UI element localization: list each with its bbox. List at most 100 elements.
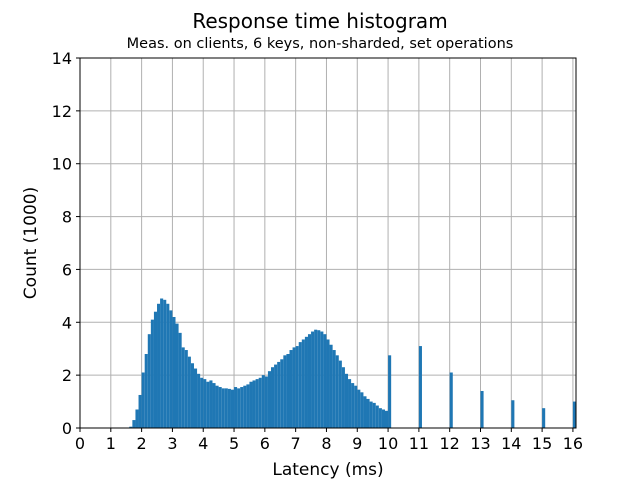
histogram-bar (542, 408, 546, 428)
y-tick-label: 6 (62, 260, 72, 279)
histogram-bar (317, 330, 321, 428)
histogram-bar (193, 368, 198, 428)
x-tick-label: 4 (198, 434, 208, 453)
histogram-bar (280, 359, 284, 428)
x-tick-label: 9 (352, 434, 362, 453)
histogram-bar (132, 420, 136, 428)
histogram-bar (274, 364, 278, 428)
histogram-bar (234, 387, 238, 428)
histogram-bar (511, 400, 515, 428)
histogram-bar (243, 385, 247, 428)
histogram-bar (160, 298, 164, 428)
histogram-bar (314, 329, 318, 428)
histogram-bar (237, 388, 241, 428)
x-tick-label: 0 (75, 434, 85, 453)
histogram-bar (206, 381, 210, 428)
chart-subtitle: Meas. on clients, 6 keys, non-sharded, s… (127, 36, 514, 52)
x-tick-label: 8 (321, 434, 331, 453)
x-tick-label: 1 (106, 434, 116, 453)
histogram-bar (150, 319, 154, 428)
histogram-bar (298, 342, 302, 428)
histogram-bar (329, 344, 333, 428)
histogram-bar (200, 377, 204, 428)
histogram-bar (292, 347, 296, 428)
x-tick-label: 14 (501, 434, 521, 453)
x-tick-label: 2 (137, 434, 147, 453)
histogram-bar (277, 361, 281, 428)
plot-frame (79, 57, 577, 429)
histogram-bar (351, 383, 355, 428)
histogram-bar (212, 383, 216, 428)
histogram-bar (338, 360, 342, 428)
histogram-bar (295, 346, 299, 428)
chart-title: Response time histogram (192, 9, 447, 33)
histogram-bar (320, 331, 324, 428)
histogram-bar (215, 385, 219, 428)
y-axis-ticks: 0 2 4 6 8 10 12 14 (52, 49, 80, 438)
histogram-bar (144, 354, 148, 428)
y-tick-label: 0 (62, 419, 72, 438)
histogram-bar (332, 350, 336, 428)
y-tick-label: 4 (62, 313, 72, 332)
histogram-bar (388, 355, 392, 428)
histogram-bar (341, 367, 345, 428)
x-tick-label: 7 (291, 434, 301, 453)
histogram-bar (187, 356, 191, 428)
histogram-bar (344, 373, 349, 428)
histogram-bar (267, 371, 272, 428)
histogram-bar (129, 426, 133, 428)
histogram-bar (138, 394, 142, 428)
x-tick-label: 10 (378, 434, 398, 453)
x-tick-label: 3 (167, 434, 177, 453)
histogram-bar (480, 391, 484, 428)
histogram-bar (141, 372, 145, 428)
histogram-bar (221, 388, 225, 428)
histogram-bar (357, 389, 361, 428)
histogram-bar (135, 409, 139, 428)
histogram-bar (240, 387, 244, 428)
histogram-bar (255, 379, 259, 428)
histogram-bar (363, 396, 367, 428)
histogram-bar (197, 373, 201, 428)
histogram-bar (184, 350, 188, 428)
histogram-bar (418, 346, 422, 428)
y-tick-label: 14 (52, 49, 72, 68)
x-tick-label: 6 (260, 434, 270, 453)
histogram-bar (354, 385, 358, 428)
histogram-bar (181, 347, 185, 428)
x-axis-label: Latency (ms) (272, 460, 383, 480)
histogram-bar (203, 379, 207, 428)
histogram-bar (572, 401, 576, 428)
histogram-bar (381, 409, 385, 428)
x-tick-label: 12 (440, 434, 460, 453)
x-tick-label: 15 (532, 434, 552, 453)
x-tick-label: 13 (470, 434, 490, 453)
histogram-bar (360, 392, 364, 428)
histogram-bar (384, 410, 389, 428)
histogram-bar (157, 303, 161, 428)
histogram-bar (271, 367, 275, 428)
histogram-bar (261, 375, 265, 428)
histogram-bar (147, 334, 151, 428)
histogram-bar (264, 376, 268, 428)
y-tick-label: 12 (52, 102, 72, 121)
histogram-bar (301, 339, 305, 428)
histogram-bar (169, 310, 173, 428)
histogram-bar (218, 387, 222, 428)
histogram-bar (190, 363, 194, 428)
histogram-bar (372, 402, 376, 428)
histogram-bar (311, 331, 315, 428)
histogram-bar (166, 303, 170, 428)
histogram-bar (252, 380, 256, 428)
histogram-bar (289, 350, 293, 428)
histogram-bar (246, 384, 250, 428)
histogram-bar (378, 408, 382, 428)
histogram-bar (348, 379, 352, 428)
histogram-bar (227, 388, 231, 428)
histogram-bar (163, 299, 167, 428)
histogram-bar (258, 377, 262, 428)
histogram-bar (283, 355, 287, 428)
histogram-bar (326, 339, 330, 428)
histogram-bar (369, 401, 373, 428)
